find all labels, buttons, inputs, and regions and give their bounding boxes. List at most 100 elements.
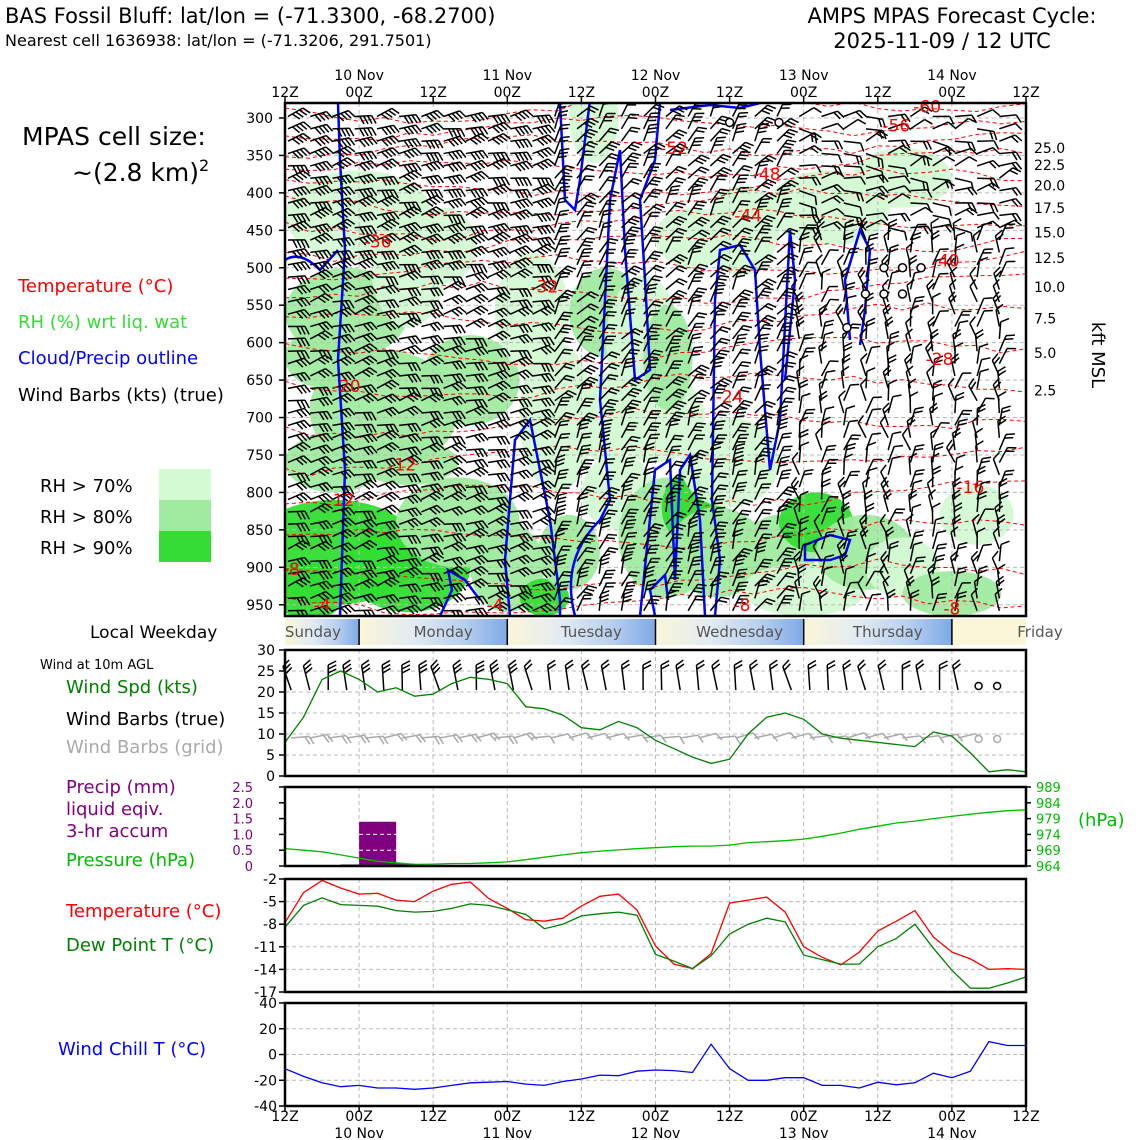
barb-staff (620, 141, 635, 155)
barb-staff (398, 391, 415, 402)
barb-feather (369, 539, 378, 547)
barb-feather (344, 432, 352, 440)
wind-barb (376, 124, 400, 136)
wind-barb (731, 361, 752, 377)
barb-staff (310, 444, 327, 451)
barb-feather (391, 107, 400, 115)
barb-feather (302, 540, 311, 547)
wind-barb (354, 321, 378, 332)
wind-barb (287, 325, 310, 335)
barb-staff (398, 206, 415, 216)
barb-feather (348, 250, 355, 259)
barb-staff (399, 287, 417, 291)
wind-barb (332, 554, 356, 565)
barb-feather (344, 605, 352, 613)
barb-feather (477, 347, 485, 356)
barb-feather (296, 276, 303, 285)
wind-barb (487, 459, 511, 469)
barb-feather (299, 456, 308, 464)
rh-legend-swatch-2 (159, 531, 211, 562)
barb-feather (433, 573, 440, 582)
barb-staff (332, 257, 349, 266)
barb-feather (296, 473, 303, 483)
wind-barb (376, 107, 400, 120)
wind-barb (443, 592, 467, 603)
barb-feather (326, 201, 333, 211)
barb-feather (407, 474, 414, 483)
barb-feather (318, 571, 325, 580)
barb-staff (354, 355, 371, 365)
wind-barb (376, 368, 400, 379)
barb-feather (455, 162, 463, 171)
barb-feather (381, 213, 388, 222)
barb-feather (392, 334, 400, 343)
barb-feather (410, 519, 419, 527)
wind-barb (354, 270, 378, 281)
wind-barb (310, 559, 333, 570)
barb-feather (437, 175, 445, 184)
barb-feather (459, 360, 467, 369)
wind-barb (354, 257, 378, 270)
barb-feather (415, 201, 422, 211)
wind-barb (376, 457, 400, 468)
barb-feather (414, 244, 423, 252)
barb-feather (458, 466, 467, 474)
wind-barb (376, 357, 400, 368)
barb-feather (451, 494, 460, 502)
barb-feather (459, 533, 467, 542)
barb-staff (376, 357, 394, 365)
barb-feather (366, 174, 374, 183)
barb-staff (398, 182, 415, 192)
wind-barb (421, 483, 445, 493)
barb-feather (370, 384, 378, 393)
barb-feather (362, 358, 371, 366)
wind-barb (354, 187, 378, 198)
barb-staff (465, 317, 482, 328)
wind-barb (287, 441, 311, 452)
barb-feather (411, 495, 419, 504)
barb-feather (473, 495, 482, 503)
barb-staff (687, 154, 702, 167)
wind-barb (332, 355, 356, 366)
barb-feather (340, 211, 349, 218)
barb-feather (459, 419, 467, 427)
barb-staff (421, 300, 439, 303)
barb-feather (393, 176, 400, 185)
barb-feather (321, 542, 330, 550)
barb-feather (340, 112, 348, 121)
barb-feather (300, 275, 307, 285)
barb-feather (436, 343, 445, 351)
barb-staff (443, 466, 460, 476)
barb-staff (354, 527, 370, 538)
barb-feather (300, 511, 306, 520)
barb-feather (299, 443, 308, 451)
barb-feather (343, 283, 352, 291)
wind-barb (820, 249, 839, 266)
barb-feather (403, 249, 412, 257)
wind-barb (354, 173, 378, 185)
wind-barb (376, 393, 400, 404)
barb-feather (455, 199, 463, 207)
barb-feather (451, 534, 459, 543)
barb-feather (318, 398, 326, 407)
wind-barb (465, 420, 489, 431)
barb-feather (459, 214, 466, 224)
wind-barb (821, 122, 845, 131)
barb-staff (731, 361, 743, 377)
barb-feather (478, 188, 485, 197)
wind-barb (443, 294, 467, 305)
barb-feather (343, 357, 352, 365)
barb-feather (406, 395, 415, 403)
barb-feather (474, 362, 481, 371)
barb-feather (343, 530, 352, 538)
barb-feather (447, 128, 454, 138)
barb-feather (388, 196, 397, 204)
barb-staff (421, 275, 439, 278)
barb-feather (473, 309, 482, 316)
barb-feather (358, 200, 367, 208)
barb-feather (369, 367, 378, 374)
wind-barb (332, 307, 356, 318)
barb-staff (443, 541, 460, 550)
barb-feather (425, 262, 433, 271)
barb-feather (433, 335, 441, 344)
